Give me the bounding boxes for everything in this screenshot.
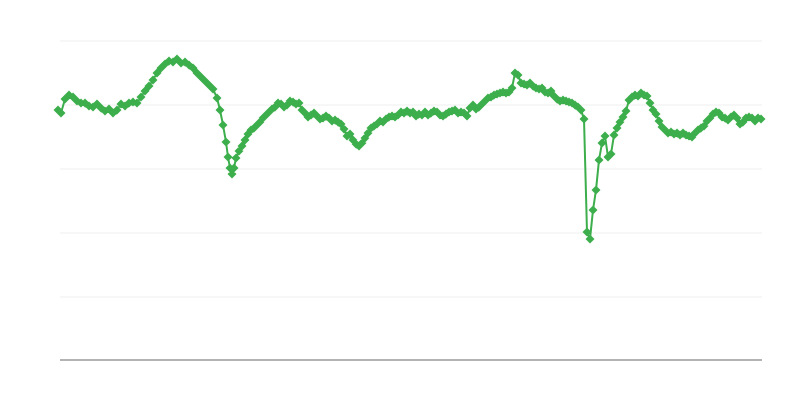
chart-page — [0, 0, 800, 400]
line-chart — [0, 0, 800, 400]
chart-background — [0, 0, 800, 400]
chart-canvas — [0, 0, 800, 400]
